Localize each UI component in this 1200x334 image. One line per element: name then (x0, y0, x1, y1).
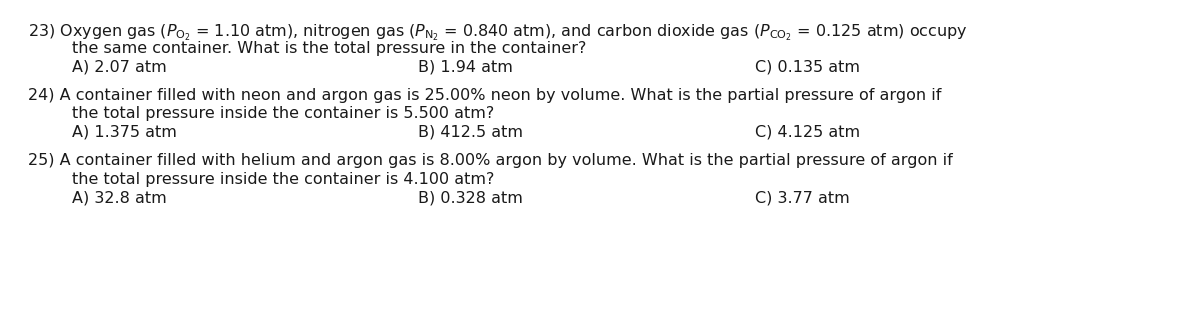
Text: the total pressure inside the container is 5.500 atm?: the total pressure inside the container … (72, 106, 494, 121)
Text: the total pressure inside the container is 4.100 atm?: the total pressure inside the container … (72, 172, 494, 187)
Text: 24) A container filled with neon and argon gas is 25.00% neon by volume. What is: 24) A container filled with neon and arg… (28, 88, 941, 103)
Text: B) 412.5 atm: B) 412.5 atm (418, 125, 523, 140)
Text: C) 0.135 atm: C) 0.135 atm (755, 59, 860, 74)
Text: the same container. What is the total pressure in the container?: the same container. What is the total pr… (72, 40, 587, 55)
Text: 23) Oxygen gas ($P_{\mathregular{O_2}}$ = 1.10 atm), nitrogen gas ($P_{\mathregu: 23) Oxygen gas ($P_{\mathregular{O_2}}$ … (28, 22, 967, 43)
Text: C) 3.77 atm: C) 3.77 atm (755, 190, 850, 205)
Text: A) 1.375 atm: A) 1.375 atm (72, 125, 176, 140)
Text: B) 0.328 atm: B) 0.328 atm (418, 190, 523, 205)
Text: B) 1.94 atm: B) 1.94 atm (418, 59, 512, 74)
Text: A) 2.07 atm: A) 2.07 atm (72, 59, 167, 74)
Text: 25) A container filled with helium and argon gas is 8.00% argon by volume. What : 25) A container filled with helium and a… (28, 153, 953, 168)
Text: C) 4.125 atm: C) 4.125 atm (755, 125, 860, 140)
Text: A) 32.8 atm: A) 32.8 atm (72, 190, 167, 205)
